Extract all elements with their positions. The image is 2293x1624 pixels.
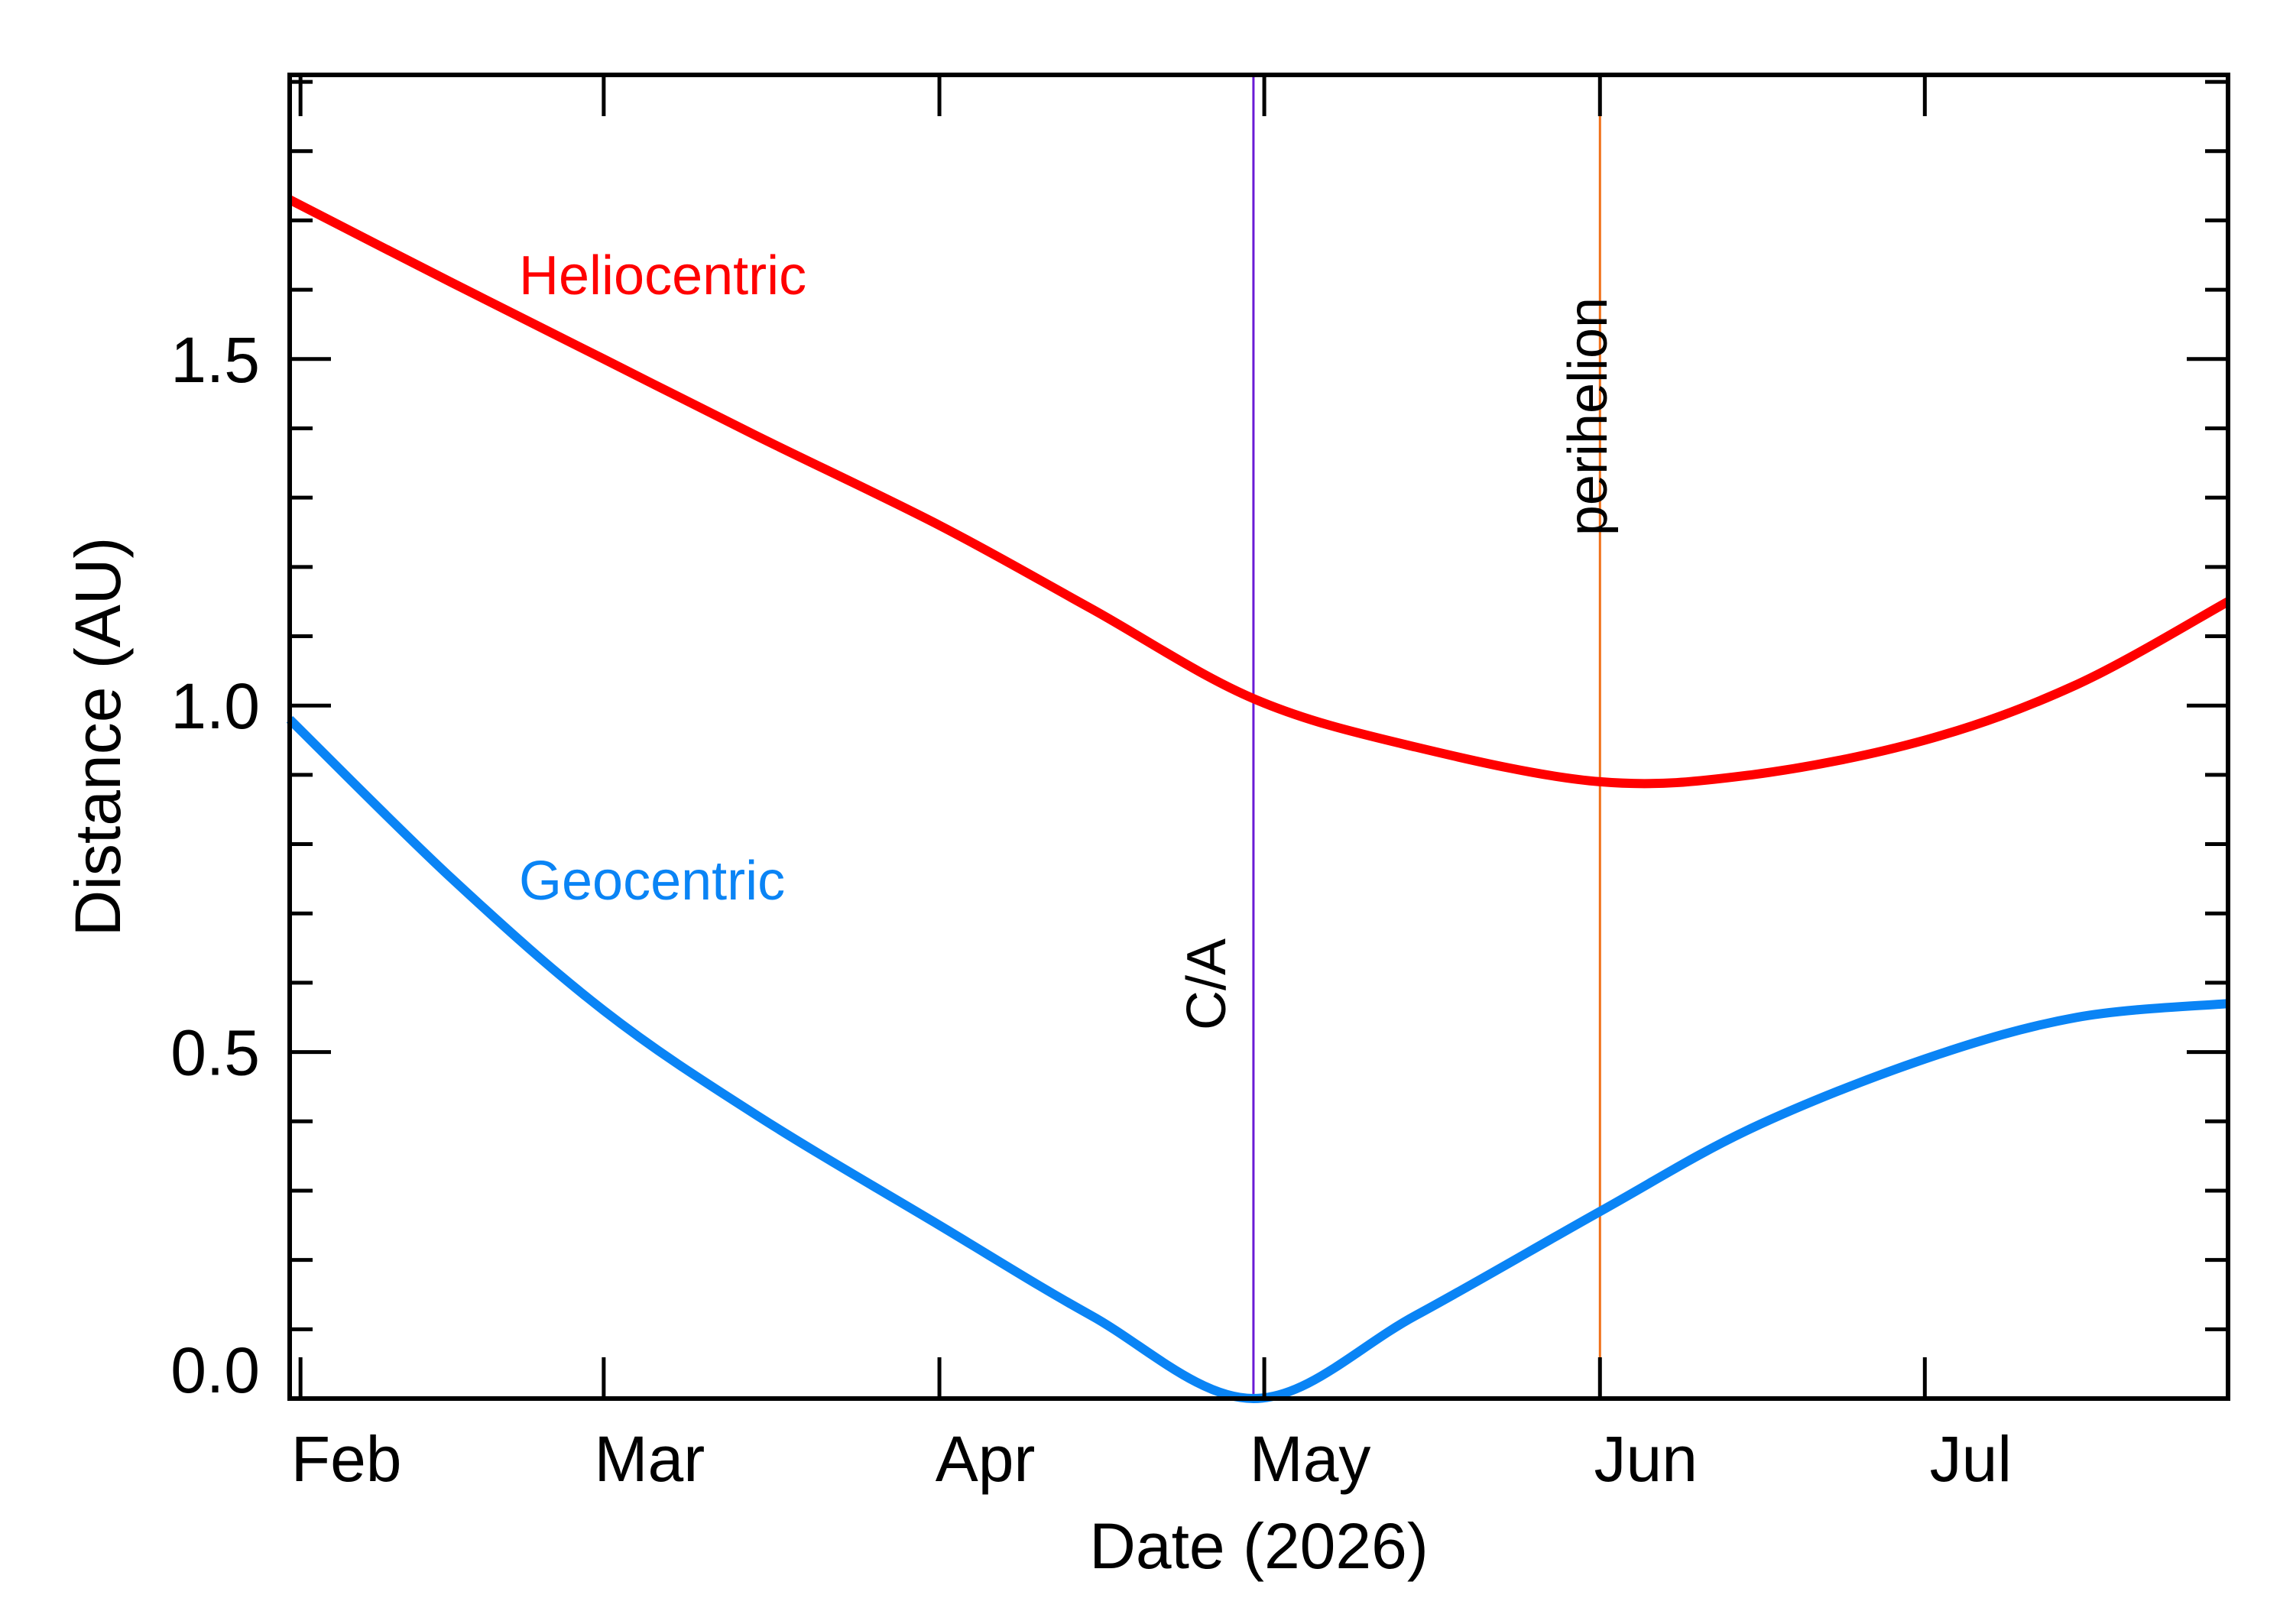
y-tick-label: 0.5	[170, 1017, 260, 1089]
x-tick-label: Feb	[291, 1423, 402, 1495]
x-tick-label: Jun	[1594, 1423, 1698, 1495]
x-tick-label: Mar	[595, 1423, 705, 1495]
y-tick-label: 0.0	[170, 1334, 260, 1406]
heliocentric-curve	[287, 195, 2230, 789]
y-axis-title: Distance (AU)	[62, 537, 134, 937]
y-tick-label: 1.5	[170, 324, 260, 396]
x-tick-label: Jul	[1930, 1423, 2012, 1495]
close-approach-label: C/A	[1176, 938, 1237, 1030]
axis-ticks: Feb Mar Apr May Jun Jul 0.0 0.5 1.0 1.5	[170, 75, 2228, 1495]
x-axis-title: Date (2026)	[1089, 1510, 1429, 1582]
geocentric-series-label: Geocentric	[519, 851, 785, 912]
x-tick-label: May	[1250, 1423, 1371, 1495]
plot-frame	[287, 73, 2230, 1401]
y-tick-label: 1.0	[170, 670, 260, 742]
geocentric-curve	[286, 716, 2229, 1403]
x-tick-label: Apr	[936, 1423, 1036, 1495]
heliocentric-series-label: Heliocentric	[519, 245, 806, 306]
perihelion-label: perihelion	[1558, 297, 1619, 536]
